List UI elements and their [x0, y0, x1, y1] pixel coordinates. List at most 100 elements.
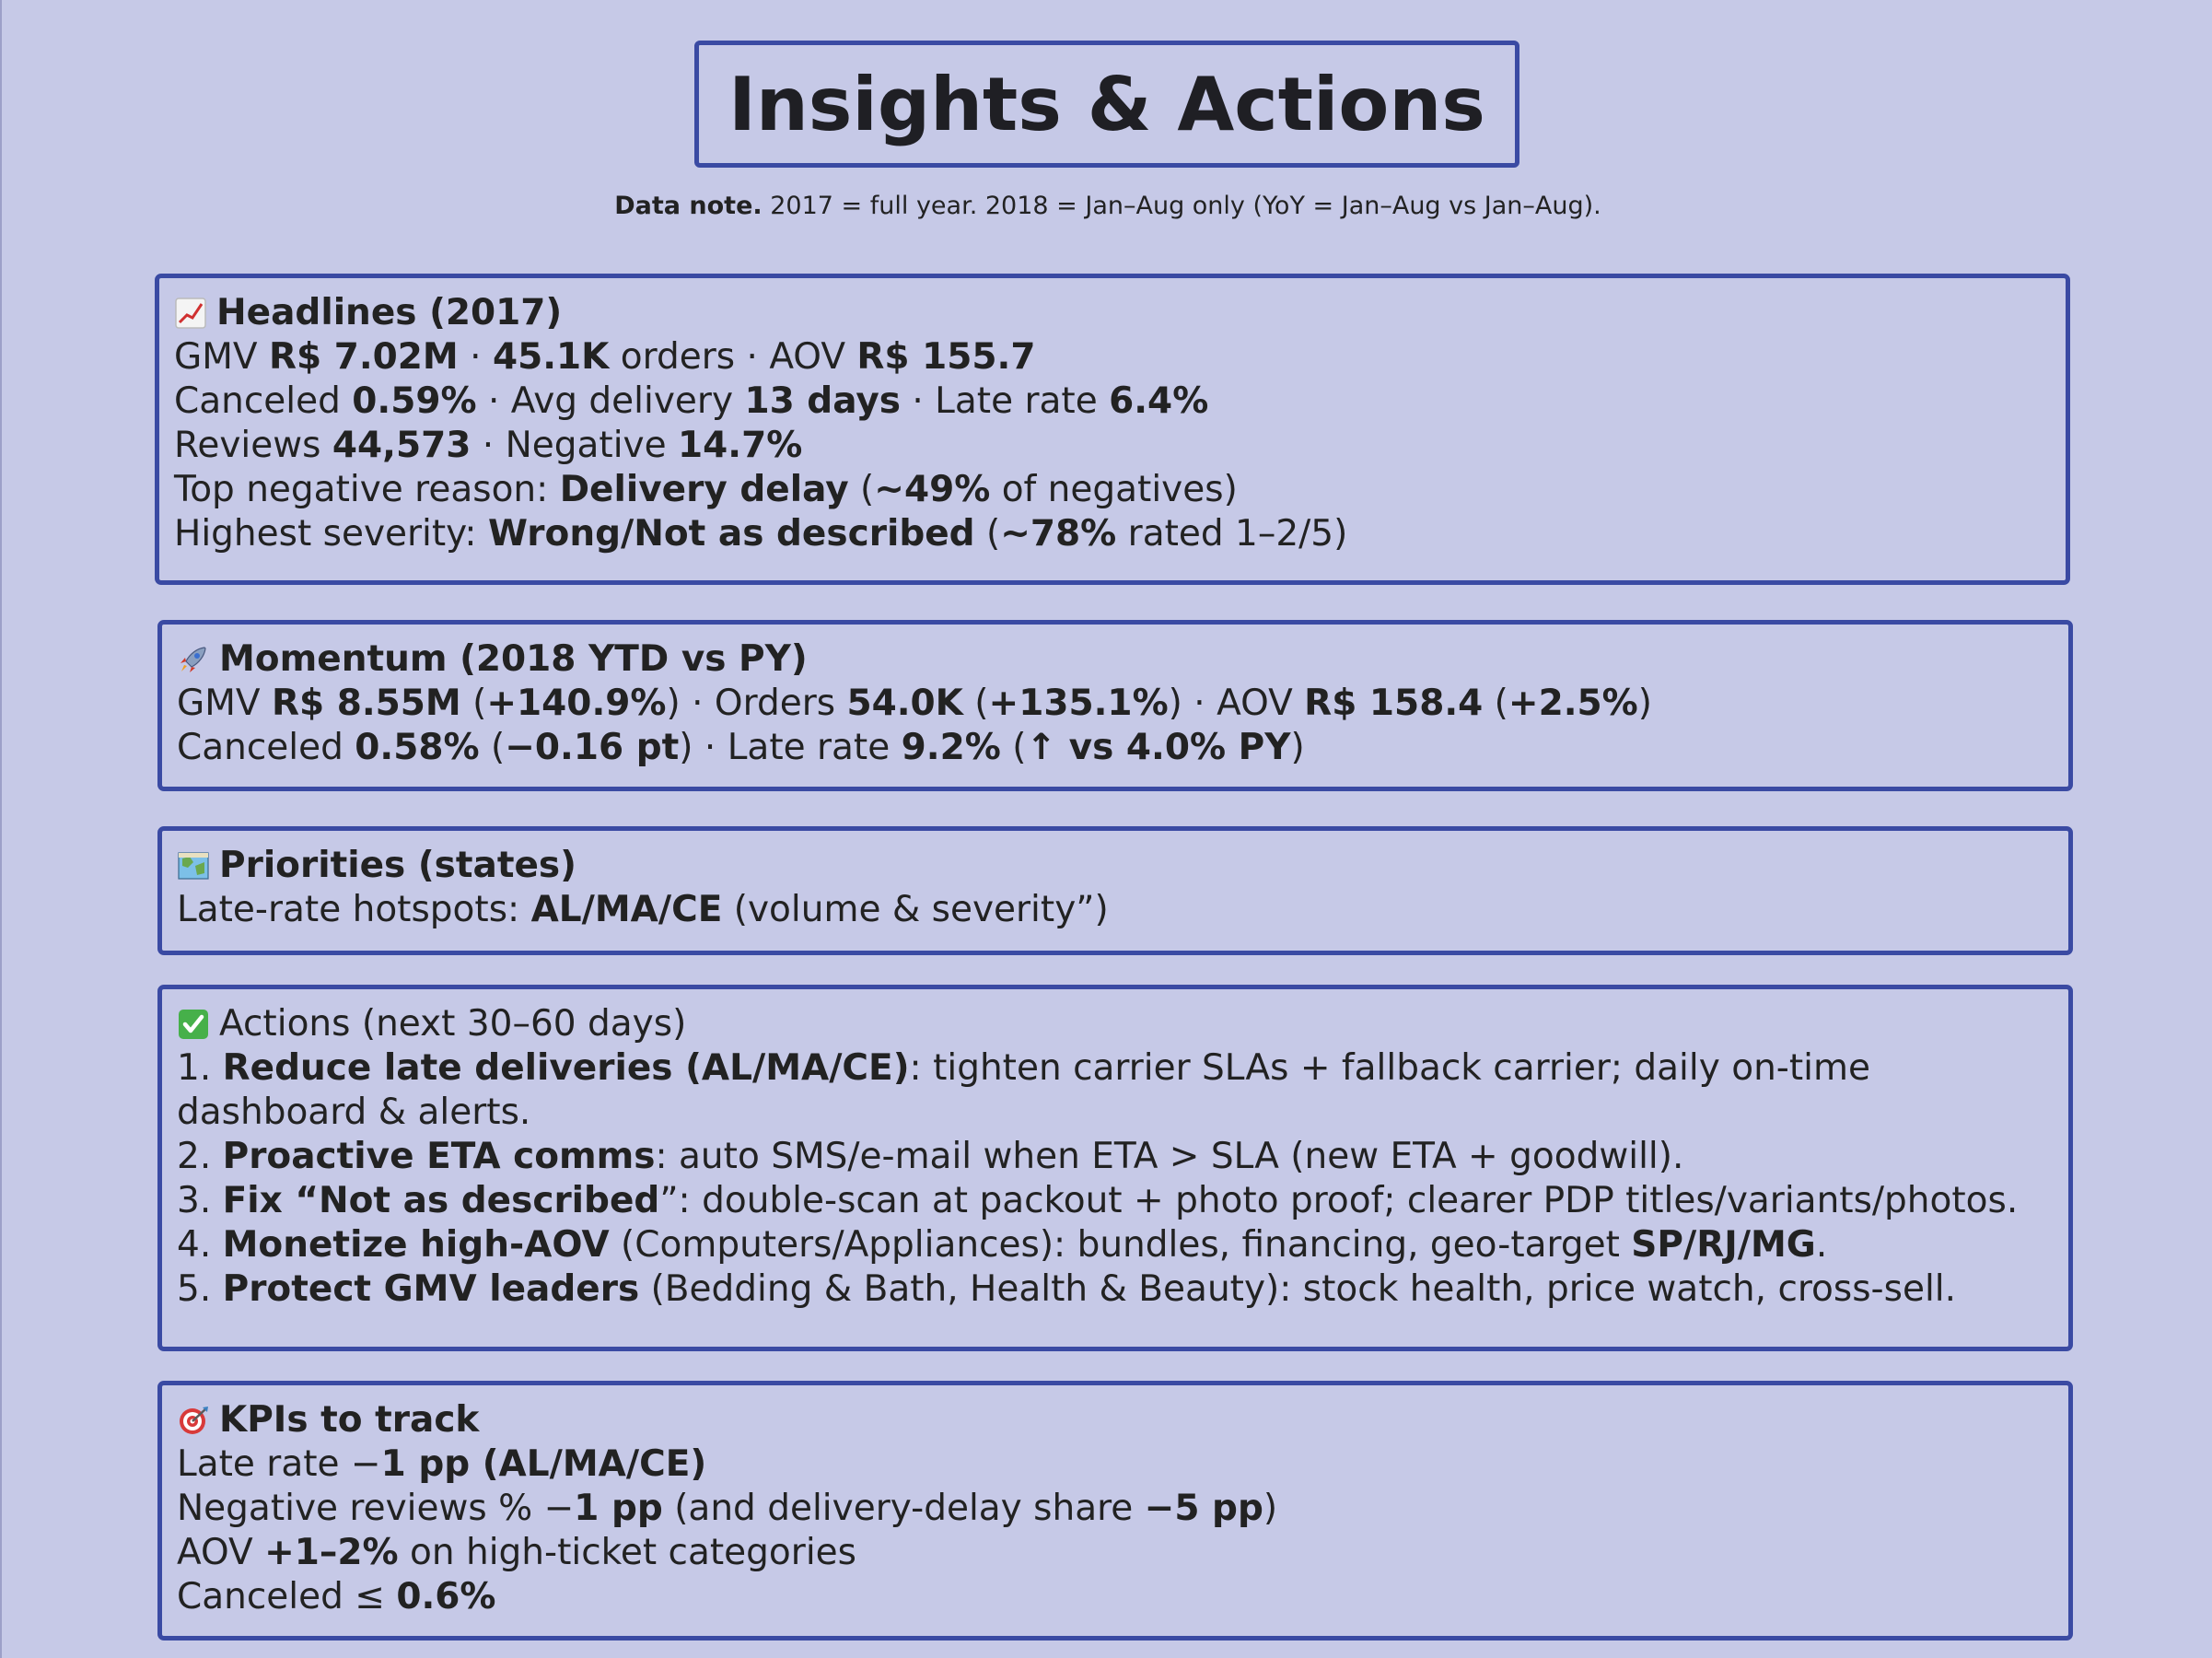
- action-title: Reduce late deliveries (AL/MA/CE): [222, 1047, 910, 1089]
- kpi-value: 1 pp: [574, 1488, 663, 1529]
- reason-value: Delivery delay: [559, 469, 849, 510]
- headlines-card: Headlines (2017) GMV R$ 7.02M · 45.1K or…: [155, 274, 2070, 585]
- orders-value: 45.1K: [492, 336, 610, 378]
- momentum-title: Momentum (2018 YTD vs PY): [219, 638, 808, 680]
- kpi-label: Negative reviews % −: [177, 1488, 575, 1529]
- action-item: 3. Fix “Not as described”: double-scan a…: [177, 1179, 2054, 1223]
- kpis-card: KPIs to track Late rate −1 pp (AL/MA/CE)…: [157, 1381, 2073, 1640]
- target-icon: [177, 1404, 210, 1437]
- gmv-change: +140.9%: [486, 683, 667, 724]
- actions-card: Actions (next 30–60 days) 1. Reduce late…: [157, 985, 2073, 1351]
- action-title: Protect GMV leaders: [222, 1268, 640, 1310]
- kpi-label: Late rate −: [177, 1443, 381, 1485]
- negative-label: Negative: [505, 425, 678, 466]
- title-box: Insights & Actions: [694, 41, 1519, 168]
- orders-change: +135.1%: [988, 683, 1169, 724]
- paren: (: [479, 727, 506, 768]
- paren: ): [1290, 727, 1305, 768]
- headlines-line-reason: Top negative reason: Delivery delay (~49…: [174, 468, 2051, 512]
- action-title: Fix “Not as described: [222, 1180, 660, 1221]
- paren: ): [666, 683, 681, 724]
- kpi-value: 0.6%: [396, 1576, 496, 1617]
- action-text: : auto SMS/e-mail when ETA > SLA (new ET…: [655, 1136, 1684, 1177]
- kpi-value: +1–2%: [264, 1532, 399, 1573]
- momentum-line-canceled: Canceled 0.58% (−0.16 pt) · Late rate 9.…: [177, 726, 2054, 770]
- momentum-card: Momentum (2018 YTD vs PY) GMV R$ 8.55M (…: [157, 620, 2073, 791]
- headlines-heading: Headlines (2017): [174, 291, 2051, 335]
- kpi-value: 1 pp (AL/MA/CE): [380, 1443, 707, 1485]
- delivery-value: 13 days: [744, 380, 901, 422]
- action-text: : tighten carrier SLAs + fallback carrie…: [177, 1047, 1870, 1133]
- momentum-line-gmv: GMV R$ 8.55M (+140.9%) · Orders 54.0K (+…: [177, 682, 2054, 726]
- action-text: (Computers/Appliances): bundles, financi…: [609, 1224, 1632, 1266]
- severity-tail: rated 1–2/5): [1116, 513, 1348, 555]
- action-text: .: [1815, 1224, 1828, 1266]
- data-note-label: Data note.: [614, 192, 763, 220]
- action-number: 2.: [177, 1136, 223, 1177]
- kpi-item: AOV +1–2% on high-ticket categories: [177, 1531, 2054, 1575]
- action-item: 4. Monetize high-AOV (Computers/Applianc…: [177, 1223, 2054, 1267]
- canceled-change: −0.16 pt: [505, 727, 680, 768]
- paren: ): [1637, 683, 1652, 724]
- gmv-label: GMV: [174, 336, 269, 378]
- kpi-label: Canceled ≤: [177, 1576, 397, 1617]
- paren: (: [1000, 727, 1027, 768]
- momentum-heading: Momentum (2018 YTD vs PY): [177, 637, 2054, 682]
- reason-tail: of negatives): [990, 469, 1238, 510]
- headlines-line-gmv: GMV R$ 7.02M · 45.1K orders · AOV R$ 155…: [174, 335, 2051, 379]
- separator: ·: [471, 425, 506, 466]
- canceled-value: 0.58%: [355, 727, 480, 768]
- kpi-text: (and delivery-delay share: [662, 1488, 1145, 1529]
- headlines-line-canceled: Canceled 0.59% · Avg delivery 13 days · …: [174, 379, 2051, 424]
- separator: ·: [735, 336, 770, 378]
- action-item: 1. Reduce late deliveries (AL/MA/CE): ti…: [177, 1046, 2054, 1135]
- action-title: Monetize high-AOV: [222, 1224, 610, 1266]
- orders-label: Orders: [714, 683, 847, 724]
- hotspots-label: Late-rate hotspots:: [177, 889, 531, 930]
- actions-heading: Actions (next 30–60 days): [177, 1002, 2054, 1046]
- separator: ·: [476, 380, 511, 422]
- hotspots-tail: (volume & severity”): [722, 889, 1109, 930]
- negative-value: 14.7%: [678, 425, 803, 466]
- reviews-label: Reviews: [174, 425, 332, 466]
- gmv-value: R$ 7.02M: [268, 336, 459, 378]
- aov-change: +2.5%: [1508, 683, 1638, 724]
- late-rate-value: 9.2%: [901, 727, 1001, 768]
- orders-value: 54.0K: [846, 683, 963, 724]
- priorities-title: Priorities (states): [219, 845, 576, 886]
- paren: (: [848, 469, 875, 510]
- separator: ·: [693, 727, 728, 768]
- paren: ): [1263, 1488, 1278, 1529]
- canceled-label: Canceled: [174, 380, 353, 422]
- check-mark-icon: [177, 1008, 210, 1041]
- aov-label: AOV: [769, 336, 857, 378]
- paren: ): [679, 727, 693, 768]
- action-geo-target: SP/RJ/MG: [1631, 1224, 1816, 1266]
- action-text: (Bedding & Bath, Health & Beauty): stock…: [639, 1268, 1957, 1310]
- action-text: ”: double-scan at packout + photo proof;…: [659, 1180, 2019, 1221]
- action-number: 4.: [177, 1224, 223, 1266]
- late-rate-change: ↑ vs 4.0% PY: [1026, 727, 1291, 768]
- kpi-text: on high-ticket categories: [398, 1532, 856, 1573]
- kpis-heading: KPIs to track: [177, 1398, 2054, 1442]
- paren: (: [974, 513, 1001, 555]
- late-rate-label: Late rate: [935, 380, 1110, 422]
- actions-title: Actions (next 30–60 days): [219, 1003, 687, 1045]
- paren: ): [1168, 683, 1182, 724]
- data-note: Data note. 2017 = full year. 2018 = Jan–…: [2, 192, 2212, 220]
- kpis-title: KPIs to track: [219, 1399, 480, 1441]
- reason-pct: ~49%: [874, 469, 991, 510]
- kpi-item: Canceled ≤ 0.6%: [177, 1575, 2054, 1619]
- hotspots-value: AL/MA/CE: [530, 889, 723, 930]
- kpi-value: −5 pp: [1144, 1488, 1263, 1529]
- action-number: 1.: [177, 1047, 223, 1089]
- separator: ·: [900, 380, 936, 422]
- severity-value: Wrong/Not as described: [487, 513, 975, 555]
- kpi-label: AOV: [177, 1532, 265, 1573]
- separator: ·: [458, 336, 493, 378]
- kpi-item: Late rate −1 pp (AL/MA/CE): [177, 1442, 2054, 1487]
- paren: (: [460, 683, 487, 724]
- headlines-title: Headlines (2017): [216, 292, 563, 333]
- aov-label: AOV: [1217, 683, 1305, 724]
- aov-value: R$ 158.4: [1304, 683, 1484, 724]
